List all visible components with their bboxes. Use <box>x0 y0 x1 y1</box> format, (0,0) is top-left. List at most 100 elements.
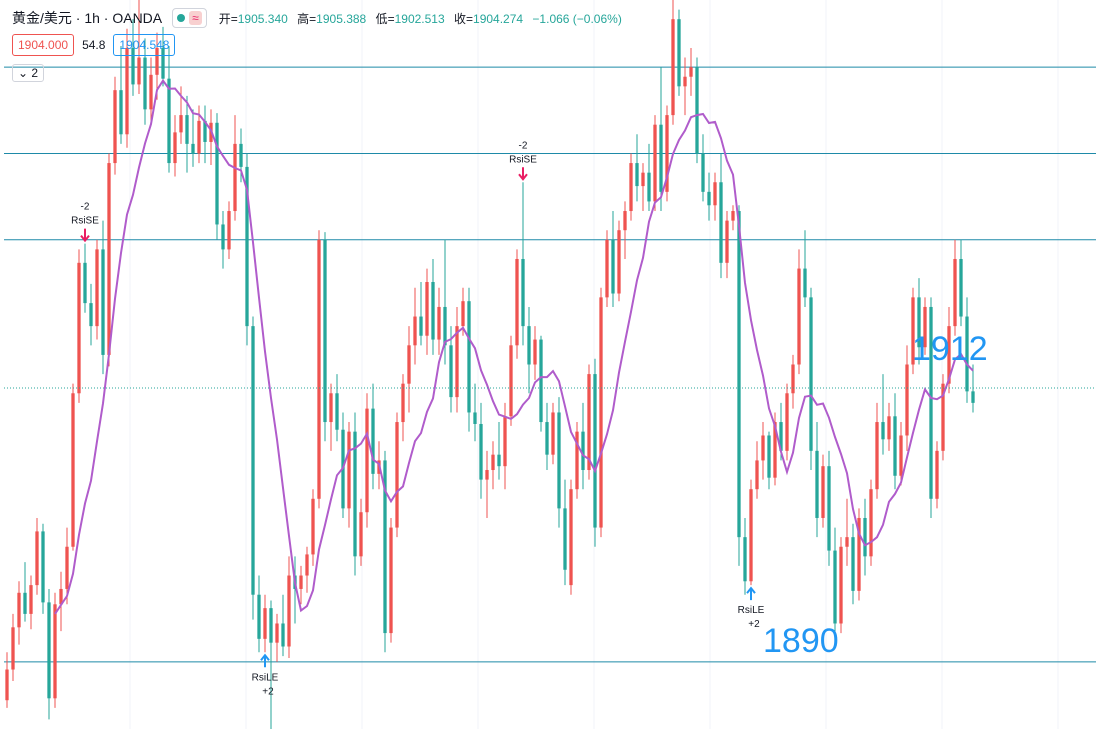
candle-body <box>281 623 285 647</box>
candle-body <box>827 466 831 551</box>
candle-body <box>923 306 927 348</box>
candle <box>167 46 171 173</box>
candle <box>359 498 363 566</box>
candle <box>713 172 717 221</box>
candle <box>671 0 675 125</box>
candle-body <box>653 124 657 202</box>
candle-body <box>395 422 399 528</box>
candle-body <box>401 383 405 423</box>
candle-body <box>683 76 687 87</box>
candle-body <box>17 592 21 628</box>
signal-qty: +2 <box>748 619 760 630</box>
candle-body <box>791 364 795 394</box>
candle <box>623 201 627 259</box>
candle <box>803 230 807 307</box>
sell-price-button[interactable]: 1904.000 <box>12 34 75 56</box>
candle <box>47 588 51 720</box>
candle <box>119 46 123 144</box>
candle-body <box>743 537 747 582</box>
candle <box>731 205 735 231</box>
candle <box>29 575 33 630</box>
candle <box>395 412 399 538</box>
candle-body <box>41 531 45 603</box>
candle-body <box>179 115 183 133</box>
candle-body <box>725 220 729 263</box>
candle-body <box>71 393 75 547</box>
candle-body <box>659 124 663 192</box>
candle-body <box>593 374 597 528</box>
candle-body <box>287 575 291 647</box>
candle <box>605 230 609 307</box>
signal-label: RsiLE <box>252 672 279 683</box>
candle <box>593 358 597 547</box>
candle-body <box>299 575 303 589</box>
candle-body <box>719 182 723 263</box>
candle-body <box>461 301 465 327</box>
candle-body <box>947 326 951 384</box>
candle-body <box>635 163 639 187</box>
candle <box>725 211 729 279</box>
candle-body <box>65 546 69 589</box>
candle <box>455 306 459 413</box>
status-badge[interactable]: ≈ <box>172 8 207 28</box>
level-label-1890: 1890 <box>763 622 839 660</box>
candle <box>41 523 45 614</box>
candle-body <box>911 297 915 365</box>
candle <box>863 498 867 576</box>
candle <box>737 205 741 566</box>
candle-series <box>5 0 975 729</box>
candle <box>695 57 699 164</box>
candle <box>557 397 561 528</box>
change-value: −1.066 (−0.06%) <box>532 11 622 26</box>
candle-body <box>815 450 819 518</box>
candle-body <box>323 239 327 423</box>
candle <box>287 556 291 659</box>
vertical-grid <box>129 0 1059 729</box>
candle-body <box>47 602 51 699</box>
candle <box>185 95 189 173</box>
candle <box>323 232 327 442</box>
green-dot-icon <box>177 14 186 22</box>
candle-body <box>533 339 537 365</box>
candle <box>311 489 315 566</box>
buy-price-button[interactable]: 1904.548 <box>113 34 176 56</box>
candle-body <box>149 74 153 110</box>
candle-body <box>137 57 141 85</box>
candle <box>929 297 933 518</box>
candle <box>629 153 633 221</box>
candle <box>527 306 531 394</box>
candle <box>881 374 885 455</box>
candle <box>941 374 945 461</box>
candle-body <box>803 268 807 298</box>
candle-body <box>119 90 123 135</box>
candle <box>485 450 489 518</box>
open-label: 开= <box>218 11 238 26</box>
candle <box>449 326 453 413</box>
candle-body <box>863 517 867 557</box>
candle <box>125 28 129 148</box>
candle-body <box>131 47 135 85</box>
candle <box>269 600 273 729</box>
level-label-1912: 1912 <box>912 330 988 368</box>
candle-body <box>647 172 651 202</box>
candle <box>407 326 411 413</box>
candle-body <box>503 416 507 467</box>
candle <box>305 546 309 593</box>
candle <box>743 517 747 595</box>
candle <box>821 454 825 528</box>
candle-body <box>617 230 621 294</box>
candle-body <box>869 489 873 557</box>
candle-body <box>899 435 903 476</box>
candle <box>857 508 861 601</box>
signal-label: RsiSE <box>71 216 99 227</box>
candle-body <box>221 224 225 250</box>
indicator-toggle-button[interactable]: ⌄ 2 <box>12 64 45 82</box>
candle-body <box>167 78 171 164</box>
symbol-title[interactable]: 黄金/美元 · 1h · OANDA <box>12 10 163 26</box>
candle <box>815 422 819 538</box>
candle-body <box>917 297 921 348</box>
candle <box>641 163 645 212</box>
candle-body <box>263 608 267 639</box>
candle-body <box>335 393 339 430</box>
